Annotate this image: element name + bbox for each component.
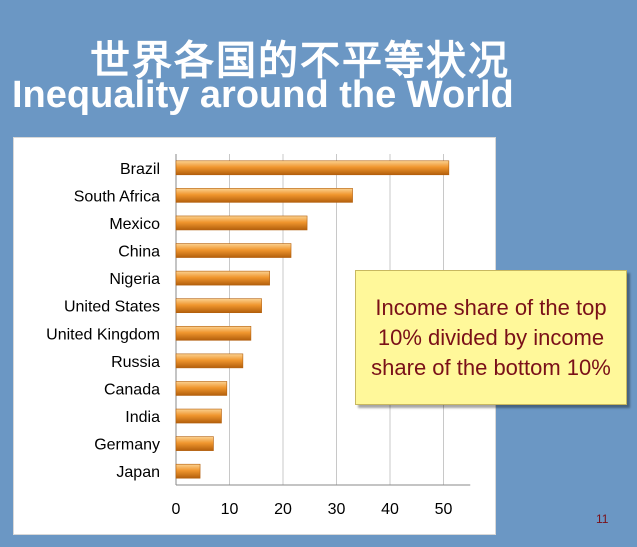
bar-layer — [175, 160, 450, 479]
bar-china — [175, 243, 292, 258]
x-tick-label: 10 — [221, 501, 239, 518]
x-tick-label: 40 — [381, 501, 399, 518]
x-tick-label: 0 — [172, 501, 181, 518]
callout-text: Income share of the top 10% divided by i… — [371, 294, 611, 380]
category-label: Russia — [111, 354, 160, 371]
category-label: Nigeria — [109, 271, 160, 288]
category-labels: Brazil South Africa Mexico China Nigeria Unit… — [46, 161, 160, 481]
category-label: Brazil — [120, 161, 160, 178]
x-tick-label: 30 — [328, 501, 346, 518]
bar-mexico — [175, 215, 308, 231]
bar-japan — [175, 463, 201, 479]
bar-india — [175, 408, 222, 424]
category-label: India — [125, 409, 160, 426]
bar-chart: Brazil South Africa Mexico China Nigeria Unit… — [46, 154, 471, 518]
x-tick-label: 50 — [435, 501, 453, 518]
bar-brazil — [175, 160, 450, 176]
bar-russia — [175, 353, 244, 369]
bar-germany — [175, 436, 214, 451]
x-tick-label: 20 — [274, 501, 292, 518]
page-number: 11 — [596, 512, 609, 526]
x-tick-labels: 0 10 20 30 40 50 — [172, 501, 453, 518]
category-label: Mexico — [109, 216, 160, 233]
category-label: Germany — [94, 437, 160, 454]
bar-united-states — [175, 298, 262, 314]
category-label: South Africa — [74, 188, 160, 205]
bar-canada — [175, 381, 228, 396]
category-label: Japan — [116, 464, 160, 481]
chinese-title: 世界各国的不平等状况 — [90, 38, 510, 84]
category-label: Canada — [104, 381, 160, 398]
category-label: United States — [64, 299, 160, 316]
english-title: Inequality around the World — [12, 74, 514, 116]
bar-united-kingdom — [175, 325, 252, 341]
category-label: China — [118, 244, 160, 261]
category-label: United Kingdom — [46, 326, 160, 343]
callout-note: Income share of the top 10% divided by i… — [355, 270, 627, 405]
bar-south-africa — [175, 188, 353, 203]
bar-nigeria — [175, 270, 270, 286]
